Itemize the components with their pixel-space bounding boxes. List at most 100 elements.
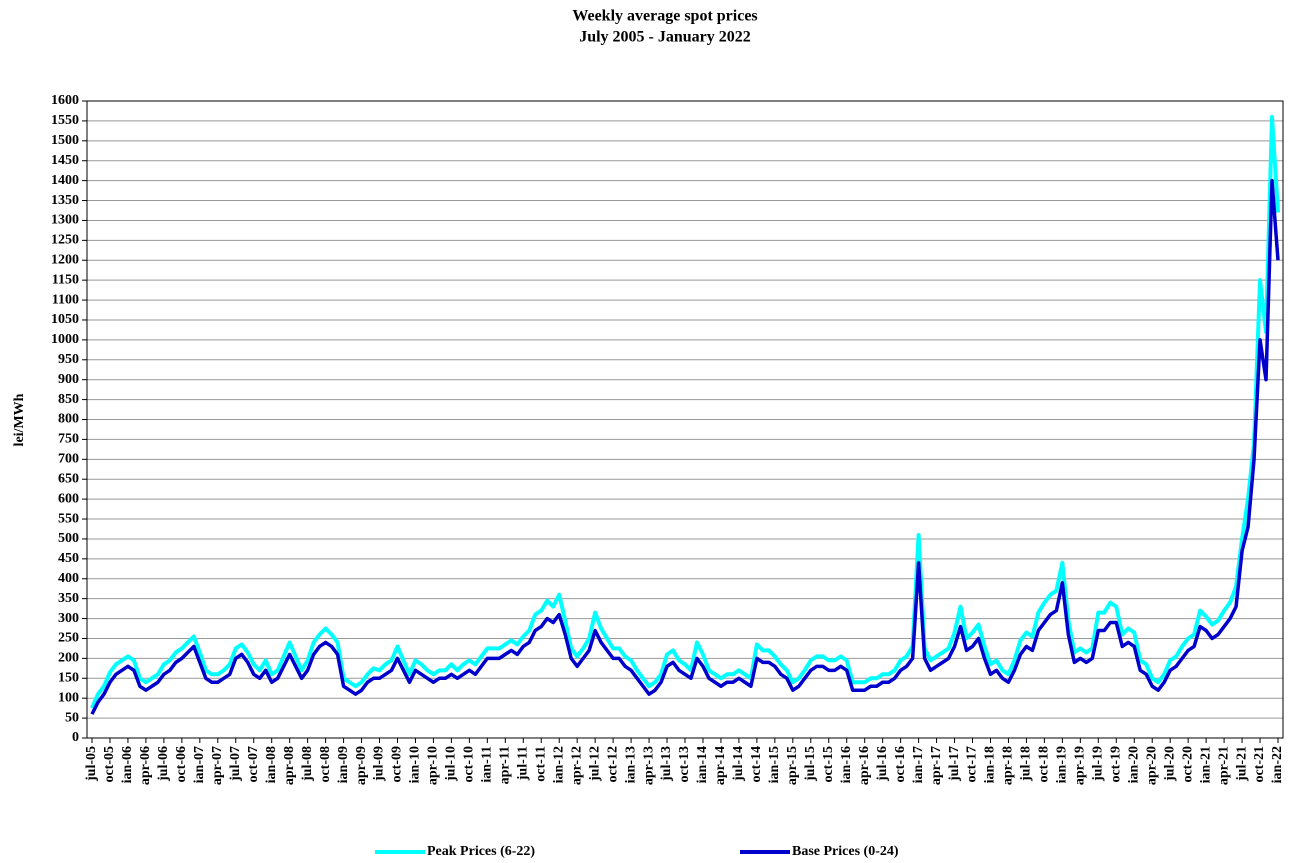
x-tick-label: jul-21 xyxy=(1234,746,1249,782)
chart-subtitle: July 2005 - January 2022 xyxy=(579,29,751,46)
x-tick-label: oct-12 xyxy=(605,746,620,783)
x-tick-label: apr-21 xyxy=(1216,746,1231,785)
y-tick-label: 1000 xyxy=(51,332,79,347)
y-tick-label: 1300 xyxy=(51,213,79,228)
x-tick-label: ian-11 xyxy=(480,746,495,783)
x-tick-label: jul-19 xyxy=(1091,746,1106,782)
x-tick-label: oct-18 xyxy=(1037,746,1052,783)
x-tick-label: jul-07 xyxy=(228,746,243,782)
x-tick-label: oct-13 xyxy=(677,746,692,783)
y-tick-label: 850 xyxy=(58,392,79,407)
x-tick-label: jul-11 xyxy=(515,746,530,781)
x-tick-label: oct-08 xyxy=(318,746,333,783)
x-tick-label: ian-07 xyxy=(192,746,207,783)
y-tick-label: 400 xyxy=(58,571,79,586)
x-tick-label: oct-16 xyxy=(893,746,908,783)
x-tick-label: oct-09 xyxy=(390,746,405,783)
x-tick-label: jul-09 xyxy=(372,746,387,782)
x-tick-label: ian-16 xyxy=(839,746,854,783)
x-tick-label: apr-10 xyxy=(426,746,441,785)
x-tick-label: ian-22 xyxy=(1270,746,1285,783)
y-tick-label: 1600 xyxy=(51,93,79,108)
x-tick-label: jul-08 xyxy=(300,746,315,782)
y-tick-label: 1200 xyxy=(51,252,79,267)
x-tick-label: jul-18 xyxy=(1019,746,1034,782)
x-tick-label: ian-08 xyxy=(264,746,279,783)
x-tick-label: jul-14 xyxy=(731,746,746,782)
legend-label: Peak Prices (6-22) xyxy=(427,844,535,859)
x-tick-label: jul-05 xyxy=(84,746,99,782)
y-tick-label: 700 xyxy=(58,452,79,467)
x-tick-label: oct-15 xyxy=(821,746,836,783)
y-tick-label: 550 xyxy=(58,511,79,526)
y-tick-label: 150 xyxy=(58,671,79,686)
x-tick-label: apr-18 xyxy=(1001,746,1016,785)
y-tick-label: 500 xyxy=(58,531,79,546)
y-tick-label: 50 xyxy=(65,710,79,725)
x-tick-label: oct-11 xyxy=(533,746,548,782)
x-tick-label: ian-14 xyxy=(695,746,710,783)
x-tick-label: jul-10 xyxy=(444,746,459,782)
x-tick-label: ian-20 xyxy=(1126,746,1141,783)
y-tick-label: 450 xyxy=(58,551,79,566)
x-tick-label: jul-16 xyxy=(875,746,890,782)
x-tick-label: apr-16 xyxy=(857,746,872,785)
y-tick-label: 1050 xyxy=(51,312,79,327)
x-tick-label: apr-11 xyxy=(498,746,513,784)
x-tick-label: oct-20 xyxy=(1180,746,1195,783)
x-tick-label: apr-12 xyxy=(569,746,584,785)
x-tick-label: apr-14 xyxy=(713,746,728,785)
x-tick-label: jul-13 xyxy=(659,746,674,782)
y-tick-label: 200 xyxy=(58,651,79,666)
x-tick-label: ian-15 xyxy=(767,746,782,783)
x-tick-label: jul-15 xyxy=(803,746,818,782)
y-tick-label: 1450 xyxy=(51,153,79,168)
x-tick-label: ian-19 xyxy=(1055,746,1070,783)
x-tick-label: ian-13 xyxy=(623,746,638,783)
chart-title: Weekly average spot prices xyxy=(572,8,757,25)
x-tick-label: apr-09 xyxy=(354,746,369,785)
y-tick-label: 350 xyxy=(58,591,79,606)
x-tick-label: ian-06 xyxy=(120,746,135,783)
x-tick-label: jul-20 xyxy=(1162,746,1177,782)
y-tick-label: 600 xyxy=(58,491,79,506)
x-tick-label: jul-06 xyxy=(156,746,171,782)
x-tick-label: ian-12 xyxy=(551,746,566,783)
x-tick-label: apr-06 xyxy=(138,746,153,785)
legend-label: Base Prices (0-24) xyxy=(792,844,899,859)
y-tick-label: 950 xyxy=(58,352,79,367)
x-tick-label: apr-15 xyxy=(785,746,800,785)
x-tick-label: ian-18 xyxy=(983,746,998,783)
y-tick-label: 1500 xyxy=(51,133,79,148)
y-axis-label: lei/MWh xyxy=(12,393,27,446)
x-tick-label: apr-07 xyxy=(210,746,225,785)
x-tick-label: ian-17 xyxy=(911,746,926,783)
x-tick-label: oct-21 xyxy=(1252,746,1267,783)
x-tick-label: apr-17 xyxy=(929,746,944,785)
y-tick-label: 800 xyxy=(58,412,79,427)
y-tick-label: 1250 xyxy=(51,233,79,248)
y-tick-label: 250 xyxy=(58,631,79,646)
y-tick-label: 300 xyxy=(58,611,79,626)
y-tick-label: 100 xyxy=(58,690,79,705)
x-tick-label: oct-19 xyxy=(1108,746,1123,783)
x-tick-label: oct-06 xyxy=(174,746,189,783)
x-tick-label: oct-10 xyxy=(462,746,477,783)
y-tick-label: 1150 xyxy=(52,272,79,287)
y-tick-label: 1400 xyxy=(51,173,79,188)
x-tick-label: ian-10 xyxy=(408,746,423,783)
x-tick-label: oct-05 xyxy=(102,746,117,783)
x-tick-label: apr-19 xyxy=(1073,746,1088,785)
y-tick-label: 1100 xyxy=(52,292,79,307)
x-tick-label: ian-09 xyxy=(336,746,351,783)
x-tick-label: jul-12 xyxy=(587,746,602,782)
x-tick-label: oct-07 xyxy=(246,746,261,783)
x-tick-label: apr-13 xyxy=(641,746,656,785)
x-tick-label: ian-21 xyxy=(1198,746,1213,783)
y-tick-label: 1350 xyxy=(51,193,79,208)
x-tick-label: oct-17 xyxy=(965,746,980,783)
y-tick-label: 750 xyxy=(58,432,79,447)
x-tick-label: oct-14 xyxy=(749,746,764,783)
x-tick-label: jul-17 xyxy=(947,746,962,782)
